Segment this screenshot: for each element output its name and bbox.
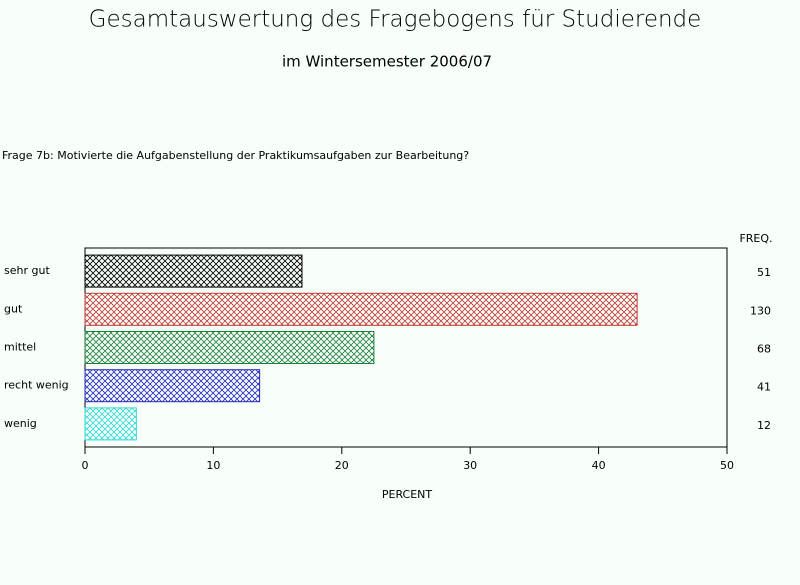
bar [84, 292, 638, 326]
question: Frage 7b: Motivierte die Aufgabenstellun… [2, 149, 469, 162]
freq-value: 130 [750, 304, 771, 317]
bar [84, 254, 303, 288]
x-axis-label: PERCENT [382, 488, 433, 501]
x-tick-label: 20 [335, 459, 349, 472]
freq-value: 51 [757, 266, 771, 279]
chart-subtitle: im Wintersemester 2006/07 [282, 53, 492, 71]
freq-header: FREQ. [739, 232, 772, 245]
chart-title: Gesamtauswertung des Fragebogens für Stu… [89, 7, 702, 33]
y-tick-label: sehr gut [4, 264, 50, 277]
x-tick-label: 0 [82, 459, 89, 472]
x-tick-label: 30 [463, 459, 477, 472]
freq-value: 68 [757, 343, 771, 356]
x-tick-label: 40 [592, 459, 606, 472]
freq-value: 12 [757, 419, 771, 432]
y-tick-label: mittel [4, 341, 36, 354]
y-tick-label: wenig [4, 417, 37, 430]
y-tick-label: recht wenig [4, 379, 69, 392]
bar [84, 407, 137, 441]
y-tick-label: gut [4, 302, 23, 315]
bar [84, 369, 261, 403]
bar [84, 331, 375, 364]
x-tick-label: 50 [720, 459, 734, 472]
freq-value: 41 [757, 381, 771, 394]
x-tick-label: 10 [206, 459, 220, 472]
